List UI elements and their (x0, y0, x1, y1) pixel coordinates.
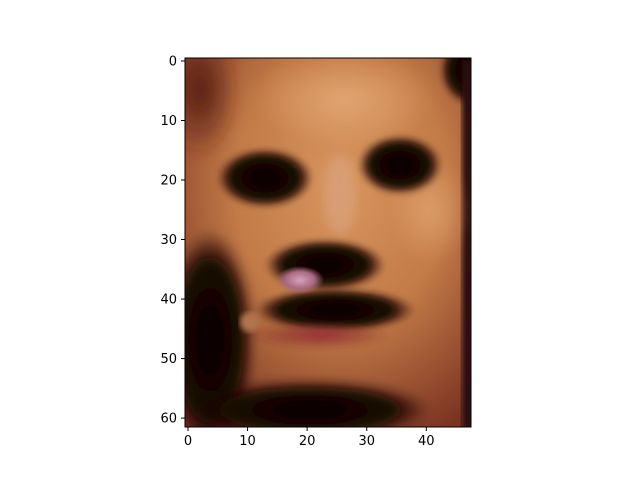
y-tick-label: 60 (160, 412, 177, 427)
y-tick-label: 40 (160, 293, 177, 308)
x-tick-label: 0 (184, 434, 192, 449)
x-tick-label: 10 (239, 434, 256, 449)
x-tick-label: 20 (299, 434, 316, 449)
x-axis: 0 10 20 30 40 (184, 427, 435, 449)
axes-frame (184, 57, 472, 428)
y-axis: 0 10 20 30 40 50 60 (160, 54, 185, 427)
x-tick-label: 30 (358, 434, 375, 449)
y-tick-label: 20 (160, 174, 177, 189)
y-tick-label: 10 (160, 114, 177, 129)
x-tick-label: 40 (418, 434, 435, 449)
y-tick-label: 30 (160, 233, 177, 248)
y-tick-label: 0 (169, 54, 177, 69)
y-tick-label: 50 (160, 352, 177, 367)
heatmap-image (185, 58, 471, 427)
